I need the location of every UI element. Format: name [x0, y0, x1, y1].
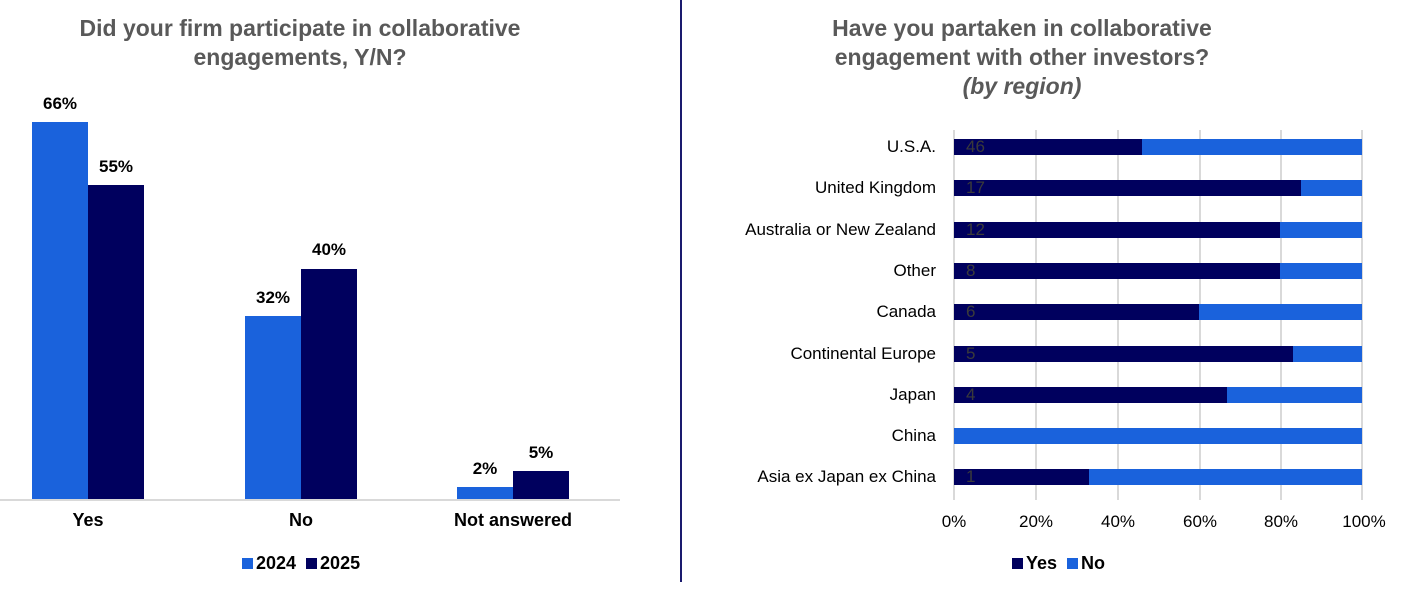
region-chart: Have you partaken in collaborative engag…	[682, 0, 1402, 601]
count-label: 1	[966, 467, 976, 486]
region-bar: 17	[954, 178, 1362, 197]
bar-no-2024	[245, 316, 301, 499]
region-bar: 46	[954, 137, 1362, 156]
region-bar: 4	[954, 385, 1362, 404]
region-label: Australia or New Zealand	[745, 220, 936, 239]
participation-chart-title: Did your firm participate in collaborati…	[0, 14, 600, 72]
bar-segment-no	[1088, 469, 1362, 485]
region-label: Other	[893, 261, 936, 280]
bar-yes-2024	[32, 122, 88, 499]
legend-swatch	[242, 558, 253, 569]
legend: Yes No	[1012, 553, 1115, 574]
bar-segment-yes: 6	[954, 302, 1199, 321]
region-bar	[954, 428, 1362, 444]
region-bar: 8	[954, 261, 1362, 280]
legend: 2024 2025	[242, 553, 370, 574]
title-line-1: Did your firm participate in collaborati…	[79, 15, 521, 41]
participation-chart: Did your firm participate in collaborati…	[0, 0, 680, 601]
legend-item-2025: 2025	[306, 553, 360, 574]
count-label: 12	[966, 220, 985, 239]
legend-item-yes: Yes	[1012, 553, 1057, 574]
count-label: 8	[966, 261, 976, 280]
x-tick: 20%	[1018, 512, 1054, 531]
bar-segment-yes: 46	[954, 137, 1142, 156]
x-tick: 80%	[1263, 512, 1299, 531]
bar-segment-no	[1141, 139, 1362, 155]
region-bar: 1	[954, 467, 1362, 486]
category-label: Yes	[72, 510, 104, 530]
count-label: 17	[966, 178, 985, 197]
bar-yes-2025	[88, 185, 144, 499]
value-label: 55%	[98, 157, 134, 176]
title-subtitle: (by region)	[962, 73, 1082, 99]
region-label: Canada	[876, 302, 936, 321]
region-bar: 12	[954, 220, 1362, 239]
region-label: China	[891, 426, 936, 445]
title-line-2: engagements, Y/N?	[193, 44, 407, 70]
count-label: 5	[966, 344, 976, 363]
bar-no-2025	[301, 269, 357, 499]
bar-not-answered-2024	[457, 487, 513, 499]
bar-segment-no	[1300, 180, 1362, 196]
bar-segment-no	[1280, 263, 1362, 279]
gridline-100	[1361, 130, 1363, 500]
title-line-1: Have you partaken in collaborative	[832, 15, 1212, 41]
panel-divider	[680, 0, 682, 582]
legend-swatch	[1067, 558, 1079, 569]
count-label: 4	[966, 385, 976, 404]
bar-segment-no	[1198, 304, 1362, 320]
legend-swatch	[306, 558, 318, 569]
region-label: United Kingdom	[815, 178, 936, 197]
region-label: U.S.A.	[886, 137, 936, 156]
value-label: 66%	[42, 94, 78, 113]
legend-swatch	[1012, 558, 1023, 569]
bar-segment-no	[954, 428, 1362, 444]
count-label: 46	[966, 137, 985, 156]
bar-not-answered-2025	[513, 471, 569, 499]
region-bar: 5	[954, 344, 1362, 363]
region-label: Japan	[889, 385, 936, 404]
x-tick: 100%	[1342, 512, 1386, 531]
legend-item-2024: 2024	[242, 553, 296, 574]
legend-label: Yes	[1026, 553, 1058, 573]
x-tick: 0%	[941, 512, 967, 531]
bar-segment-yes: 12	[954, 220, 1281, 239]
bar-segment-yes: 17	[954, 178, 1301, 197]
bar-segment-no	[1227, 387, 1362, 403]
value-label: 32%	[255, 288, 291, 307]
region-label: Asia ex Japan ex China	[757, 467, 936, 486]
x-tick: 60%	[1182, 512, 1218, 531]
bar-segment-no	[1280, 222, 1362, 238]
bar-segment-yes: 8	[954, 261, 1281, 280]
legend-item-no: No	[1067, 553, 1105, 574]
legend-label: 2024	[256, 553, 297, 573]
title-line-2: engagement with other investors?	[834, 44, 1210, 70]
legend-label: No	[1081, 553, 1106, 573]
count-label: 6	[966, 302, 976, 321]
bar-segment-no	[1292, 346, 1362, 362]
legend-label: 2025	[320, 553, 361, 573]
category-label: Not answered	[453, 510, 573, 530]
value-label: 5%	[528, 443, 554, 462]
bar-segment-yes: 4	[954, 385, 1228, 404]
value-label: 40%	[311, 240, 347, 259]
bar-segment-yes: 5	[954, 344, 1293, 363]
x-tick: 40%	[1100, 512, 1136, 531]
x-axis-line	[0, 499, 620, 501]
category-label: No	[289, 510, 313, 530]
bar-segment-yes: 1	[954, 467, 1089, 486]
value-label: 2%	[472, 459, 498, 478]
region-label: Continental Europe	[790, 344, 936, 363]
region-bar: 6	[954, 302, 1362, 321]
region-chart-title: Have you partaken in collaborative engag…	[722, 14, 1322, 101]
